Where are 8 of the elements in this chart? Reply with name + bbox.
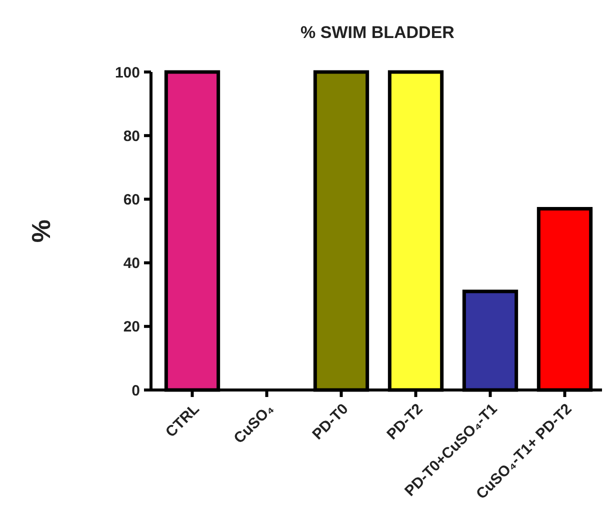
y-tick-label: 80 <box>123 128 140 145</box>
y-tick-label: 100 <box>114 64 140 82</box>
y-tick-label: 20 <box>123 318 140 336</box>
y-tick-label: 40 <box>123 255 140 272</box>
y-axis-title: % <box>26 219 56 243</box>
y-tick-label: 0 <box>132 382 140 400</box>
y-tick-label: 60 <box>123 191 140 208</box>
chart-title: % SWIM BLADDER <box>300 23 454 42</box>
